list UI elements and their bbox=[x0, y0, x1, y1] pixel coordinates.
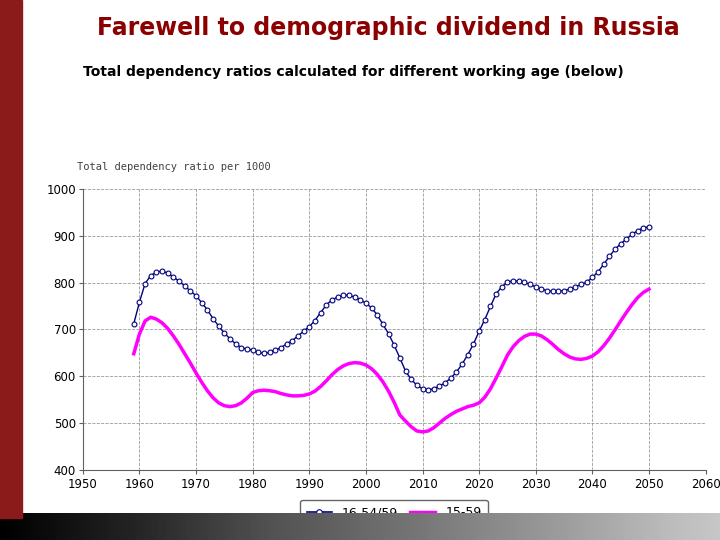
Text: Total dependency ratios calculated for different working age (below): Total dependency ratios calculated for d… bbox=[83, 65, 624, 79]
Text: Farewell to demographic dividend in Russia: Farewell to demographic dividend in Russ… bbox=[97, 16, 680, 40]
Legend: 16-54/59, 15-59: 16-54/59, 15-59 bbox=[300, 500, 488, 525]
Text: Total dependency ratio per 1000: Total dependency ratio per 1000 bbox=[76, 162, 270, 172]
